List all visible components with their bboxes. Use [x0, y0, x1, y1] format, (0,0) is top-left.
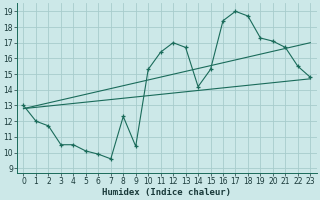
- X-axis label: Humidex (Indice chaleur): Humidex (Indice chaleur): [102, 188, 231, 197]
